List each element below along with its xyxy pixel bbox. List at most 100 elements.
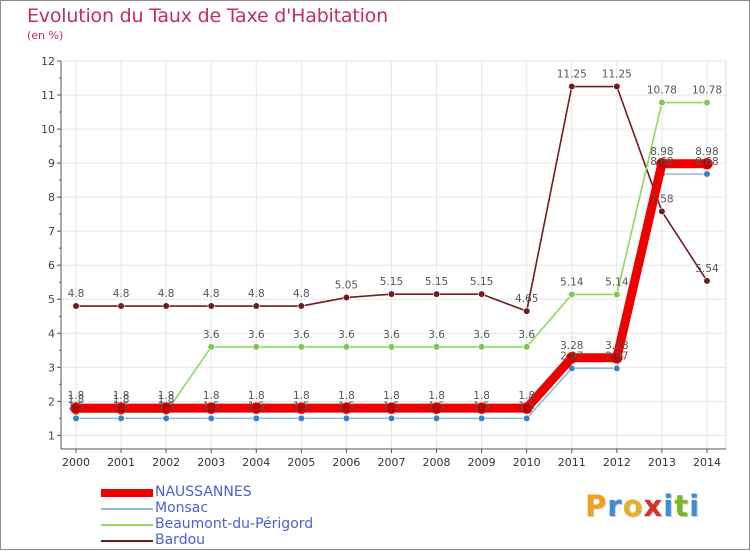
x-tick-label: 2000 [62,456,90,469]
data-point [340,402,353,414]
data-point [658,98,666,107]
data-label: 1.8 [113,394,130,406]
data-point [207,343,215,351]
legend-swatch [101,524,153,526]
data-label: 4.8 [293,288,310,300]
x-tick-label: 2004 [242,456,270,469]
x-tick-label: 2014 [693,456,721,469]
data-label: 5.54 [695,263,719,275]
legend-swatch [101,508,153,510]
y-tick-label: 12 [41,55,55,68]
data-label: 1.8 [68,390,85,402]
data-label: 4.8 [113,288,130,300]
data-point [72,302,80,310]
data-label: 1.8 [248,390,265,402]
x-tick-label: 2008 [423,456,451,469]
data-label: 5.05 [335,280,358,292]
data-label: 1.5 [293,400,310,412]
y-tick-label: 8 [48,191,55,204]
data-label: 3.6 [248,329,265,341]
proxiti-logo: Proxiti [585,489,700,523]
legend-swatch [101,489,153,497]
data-label: 1.5 [473,400,490,412]
data-label: 8.98 [695,146,718,158]
logo-letter: o [622,489,644,523]
data-label: 1.5 [203,400,220,412]
logo-letter: t [674,489,690,523]
data-point [385,402,398,414]
data-label: 3.6 [428,329,445,341]
data-label: 11.25 [557,69,587,81]
data-label: 8.68 [650,156,673,168]
data-point [387,414,396,422]
data-label: 8.68 [695,156,718,168]
data-point [658,207,666,216]
y-tick-label: 1 [48,429,55,442]
data-label: 7.58 [650,193,673,205]
data-label: 3.6 [473,329,490,341]
data-label: 1.8 [158,390,175,402]
data-point [297,414,305,422]
data-point [160,402,172,414]
data-label: 3.6 [293,329,310,341]
data-label: 1.8 [293,390,310,402]
x-tick-label: 2002 [152,456,180,469]
data-point [295,402,308,414]
data-label: 5.14 [560,276,584,288]
data-point [613,290,621,299]
y-tick-label: 4 [48,327,55,340]
data-label: 3.6 [203,329,220,341]
data-point [207,414,215,422]
data-label: 11.25 [602,69,632,81]
data-label: 10.78 [692,85,722,97]
data-label: 3.6 [518,329,535,341]
data-label: 1.5 [518,400,535,412]
y-tick-label: 3 [48,361,55,374]
data-point [205,402,217,414]
data-point [342,414,351,422]
data-point [252,414,260,422]
data-label: 5.15 [470,276,493,288]
x-tick-label: 2011 [558,456,586,469]
data-label: 5.15 [425,276,448,288]
data-label: 4.65 [515,293,538,305]
data-label: 4.8 [203,288,220,300]
data-point [475,402,488,414]
y-tick-label: 11 [41,89,55,102]
data-point [162,302,170,310]
legend-label: NAUSSANNES [155,484,252,500]
data-label: 4.8 [248,288,265,300]
data-point [478,290,486,298]
data-label: 5.14 [605,276,629,288]
data-point [656,158,668,170]
chart-subtitle: (en %) [27,29,64,42]
data-label: 1.8 [383,390,400,402]
data-point [297,302,305,310]
logo-letter: i [663,489,675,523]
y-tick-label: 5 [48,293,55,306]
x-tick-label: 2003 [197,456,225,469]
x-tick-label: 2010 [513,456,541,469]
data-point [250,402,263,414]
data-label: 1.8 [518,390,535,402]
data-label: 1.5 [383,400,400,412]
data-label: 1.8 [203,390,220,402]
data-point [613,82,621,91]
x-tick-label: 2013 [648,456,676,469]
data-point [252,343,260,351]
data-label: 1.8 [158,394,175,406]
data-point [568,82,576,91]
data-point [703,277,711,285]
data-point [523,343,531,351]
data-point [523,307,531,315]
x-tick-label: 2005 [287,456,315,469]
data-point [611,352,623,364]
data-label: 3.6 [383,329,400,341]
data-point [478,343,486,351]
data-point [432,343,441,351]
legend-swatch [101,540,153,542]
y-tick-label: 2 [48,395,55,408]
